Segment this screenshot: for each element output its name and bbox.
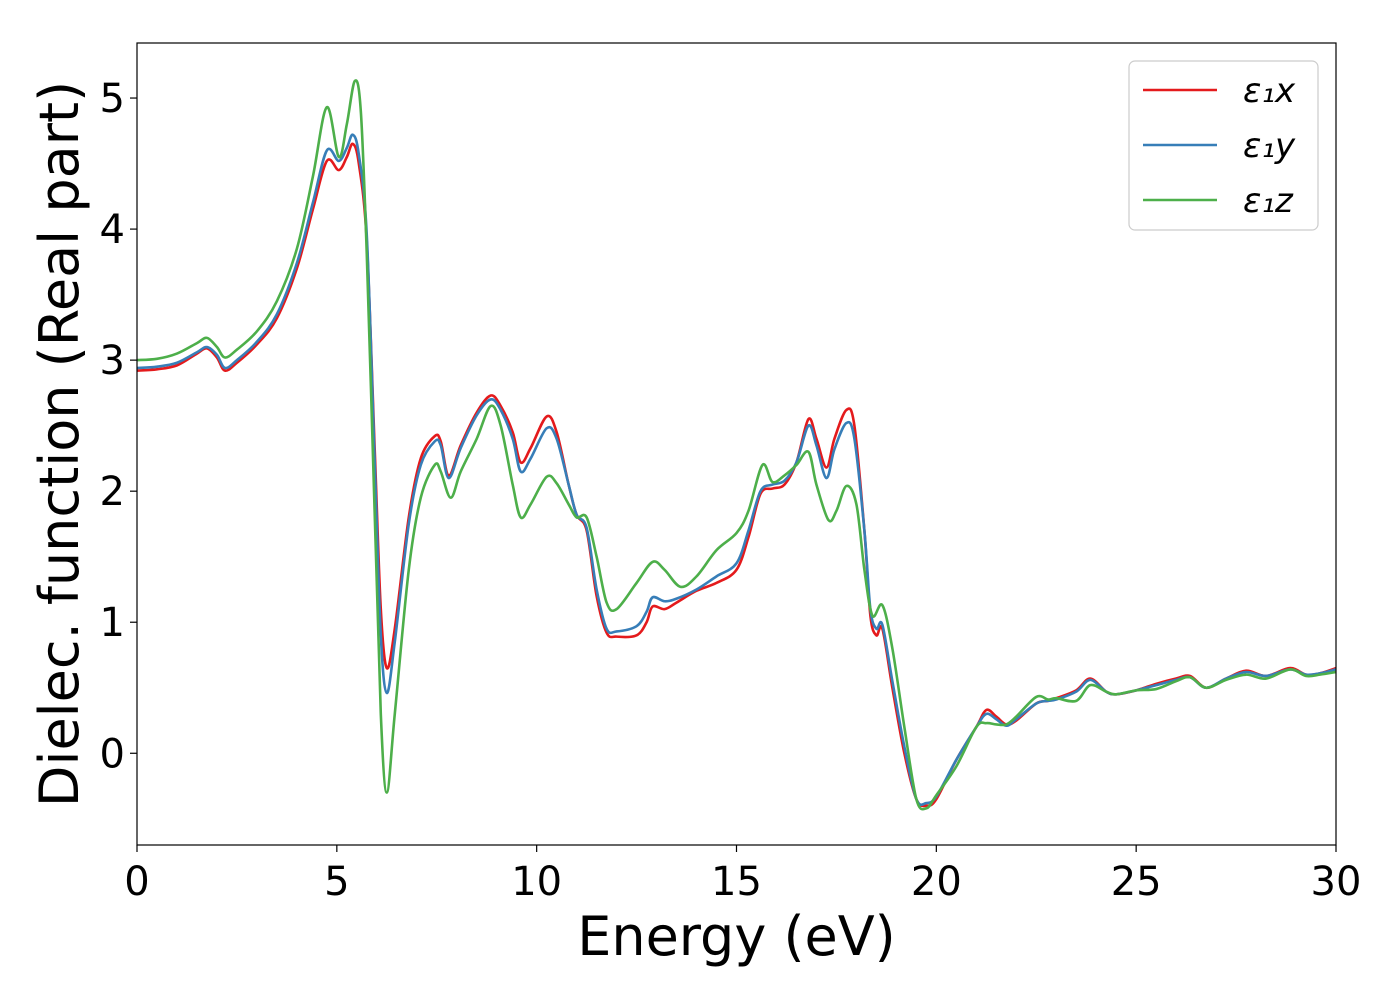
x-tick-label: 10 — [511, 859, 562, 905]
legend-label: ε₁z — [1243, 181, 1294, 221]
series-line-1 — [137, 142, 1336, 808]
y-tick-label: 0 — [100, 731, 125, 777]
x-axis-label: Energy (eV) — [577, 905, 896, 968]
y-axis-ticks: 0 1 2 3 4 5 — [100, 76, 137, 777]
legend: ε₁x ε₁y ε₁z — [1128, 60, 1319, 231]
x-tick-label: 0 — [124, 859, 149, 905]
plot-area — [137, 79, 1336, 811]
series-line-3 — [137, 79, 1336, 811]
y-tick-label: 3 — [100, 338, 125, 384]
y-tick-label: 4 — [100, 207, 125, 253]
y-tick-label: 1 — [100, 600, 125, 646]
legend-label: ε₁y — [1243, 126, 1296, 166]
x-tick-label: 30 — [1311, 859, 1362, 905]
x-tick-label: 20 — [911, 859, 962, 905]
x-tick-label: 5 — [324, 859, 349, 905]
legend-label: ε₁x — [1243, 71, 1296, 111]
x-tick-label: 15 — [711, 859, 762, 905]
x-axis-ticks: 0 5 10 15 20 25 30 — [124, 845, 1361, 905]
plot-frame — [136, 42, 1337, 846]
y-tick-label: 2 — [100, 469, 125, 515]
y-tick-label: 5 — [100, 76, 125, 122]
x-tick-label: 25 — [1111, 859, 1162, 905]
series-line-2 — [137, 133, 1336, 807]
y-axis-label: Dielec. function (Real part) — [28, 81, 91, 807]
legend-box — [1128, 60, 1319, 231]
